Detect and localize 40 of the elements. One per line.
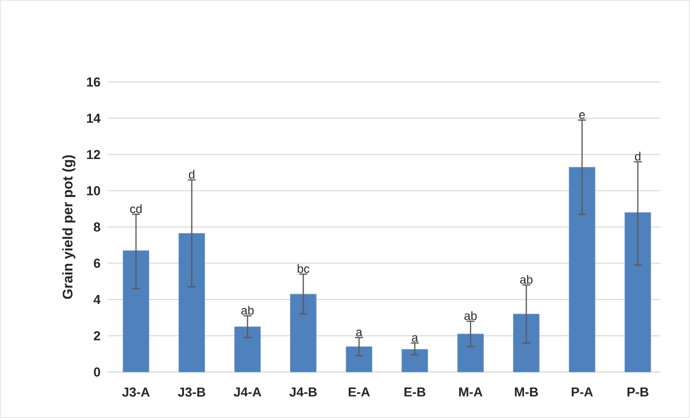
annotation: bc [298, 264, 310, 273]
bar [346, 346, 372, 372]
x-tick-label: M-B [514, 388, 538, 396]
y-tick-label: 12 [87, 150, 100, 160]
annotation: ab [464, 311, 477, 320]
annotation: ab [520, 275, 532, 284]
y-axis-title: Grain yield per pot (g) [62, 155, 76, 299]
y-tick-label: 10 [87, 186, 100, 196]
y-tick-label: 14 [87, 114, 101, 123]
bar [402, 349, 428, 372]
annotation: a [356, 330, 362, 336]
x-tick-label: E-B [404, 388, 426, 396]
annotation: d [188, 170, 194, 179]
annotation: a [412, 335, 418, 342]
annotation: e [579, 112, 585, 119]
y-tick-label: 2 [94, 331, 100, 340]
x-tick-label: J3-B [178, 388, 206, 397]
annotation: ab [241, 306, 254, 315]
bar [122, 250, 150, 372]
annotation: d [634, 152, 640, 161]
x-tick-label: M-A [459, 388, 482, 396]
bar [513, 314, 540, 372]
bar [234, 326, 261, 372]
y-tick-label: 16 [87, 77, 100, 87]
y-tick-label: 0 [94, 367, 100, 377]
x-tick-label: J3-A [122, 388, 150, 397]
y-tick-label: 4 [94, 295, 101, 304]
x-tick-label: P-A [572, 388, 593, 396]
bar [290, 294, 316, 372]
bar [624, 212, 652, 372]
y-tick-label: 8 [94, 222, 100, 232]
x-tick-label: E-A [348, 388, 370, 396]
bar [178, 233, 205, 372]
bar [457, 334, 484, 372]
x-tick-label: P-B [628, 388, 648, 396]
annotation: cd [130, 204, 142, 214]
x-tick-label: J4-B [289, 388, 317, 397]
x-tick-label: J4-A [234, 388, 262, 397]
y-tick-label: 6 [94, 258, 100, 268]
bar [568, 166, 596, 372]
